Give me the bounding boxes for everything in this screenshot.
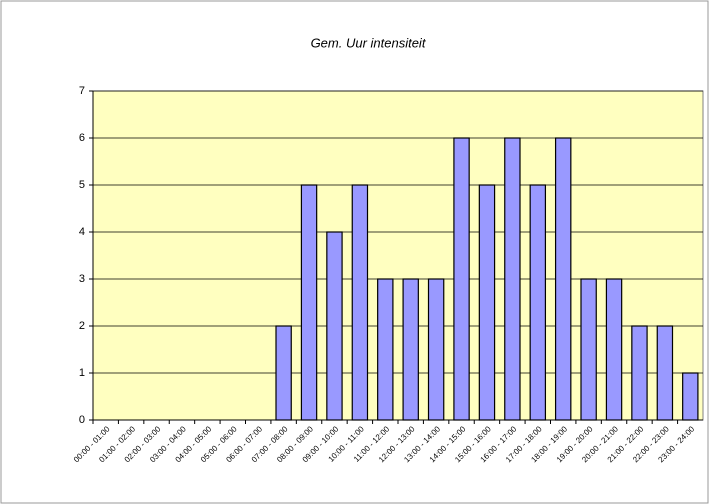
plot-area bbox=[92, 90, 704, 421]
y-tick-label: 7 bbox=[79, 85, 85, 97]
bar bbox=[478, 184, 496, 421]
bar bbox=[580, 278, 597, 421]
bar bbox=[402, 278, 419, 421]
bar bbox=[427, 278, 445, 421]
bar bbox=[656, 325, 674, 421]
bar bbox=[377, 278, 394, 421]
bar bbox=[300, 184, 318, 421]
bar bbox=[453, 137, 470, 421]
y-tick-label: 2 bbox=[79, 320, 85, 332]
bar bbox=[631, 325, 648, 421]
bar bbox=[529, 184, 547, 421]
bar bbox=[682, 372, 699, 421]
y-tick-label: 4 bbox=[79, 226, 85, 238]
bar bbox=[275, 325, 292, 421]
y-tick-label: 5 bbox=[79, 179, 85, 191]
y-tick-label: 0 bbox=[79, 414, 85, 426]
bar bbox=[504, 137, 521, 421]
bar bbox=[326, 231, 343, 421]
bar bbox=[554, 137, 572, 421]
y-tick-label: 1 bbox=[79, 367, 85, 379]
bar bbox=[351, 184, 369, 421]
chart-title: Gem. Uur intensiteit bbox=[311, 35, 427, 50]
y-tick-label: 3 bbox=[79, 273, 85, 285]
y-tick-label: 6 bbox=[79, 132, 85, 144]
bar bbox=[605, 278, 623, 421]
